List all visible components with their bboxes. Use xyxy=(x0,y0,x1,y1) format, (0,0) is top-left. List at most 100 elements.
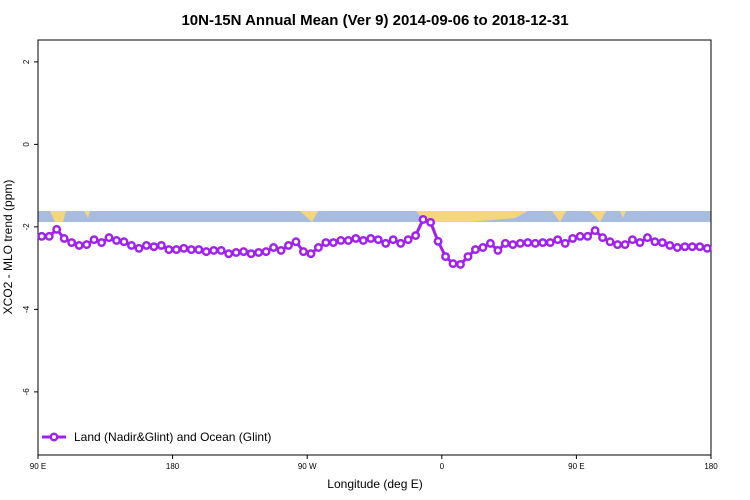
data-point xyxy=(239,247,249,257)
data-point xyxy=(456,259,465,269)
data-point xyxy=(313,243,323,252)
data-point xyxy=(366,233,376,243)
data-point xyxy=(141,240,151,250)
data-point xyxy=(575,231,585,241)
x-axis-label: Longitude (deg E) xyxy=(327,477,422,491)
data-point xyxy=(89,235,99,245)
data-point xyxy=(179,243,189,253)
data-point xyxy=(605,237,615,247)
data-point xyxy=(336,236,346,245)
land-ocean-strip xyxy=(38,211,711,222)
data-point xyxy=(351,233,361,243)
data-point xyxy=(515,238,525,248)
data-point xyxy=(628,235,637,245)
data-point xyxy=(156,240,166,250)
data-point xyxy=(328,238,338,247)
data-point xyxy=(463,252,473,262)
x-tick-label: 180 xyxy=(166,462,180,471)
data-point xyxy=(687,242,697,252)
x-tick-label: 90 E xyxy=(30,462,46,471)
x-tick-label: 180 xyxy=(704,462,718,471)
data-point xyxy=(299,247,308,257)
data-point xyxy=(642,233,652,243)
data-point xyxy=(201,247,211,257)
data-point xyxy=(321,238,331,247)
data-point xyxy=(52,224,62,234)
data-point xyxy=(471,245,480,255)
data-point xyxy=(37,231,47,241)
data-point xyxy=(680,242,690,252)
data-point xyxy=(306,249,316,259)
data-point xyxy=(164,245,174,255)
data-point xyxy=(448,259,458,269)
x-tick-label: 0 xyxy=(440,462,445,471)
data-point xyxy=(67,238,77,247)
data-point xyxy=(134,243,144,253)
data-point xyxy=(530,238,540,248)
data-point xyxy=(276,245,286,255)
data-point xyxy=(388,235,398,245)
data-point xyxy=(74,240,84,250)
x-tick-label: 90 E xyxy=(568,462,584,471)
data-point xyxy=(441,252,450,262)
data-point xyxy=(485,238,495,248)
data-point xyxy=(418,214,428,224)
data-point xyxy=(598,233,608,243)
y-tick-label: 2 xyxy=(22,59,31,64)
y-tick-label: -2 xyxy=(22,223,31,231)
data-point xyxy=(373,235,383,245)
data-point xyxy=(284,240,293,250)
y-tick-label: 0 xyxy=(22,142,31,147)
data-point xyxy=(702,243,712,253)
data-point xyxy=(269,243,278,252)
data-point xyxy=(478,243,488,252)
data-point xyxy=(119,237,129,247)
data-point xyxy=(635,238,645,247)
data-point xyxy=(59,233,69,243)
legend-label: Land (Nadir&Glint) and Ocean (Glint) xyxy=(74,430,271,444)
chart-title: 10N-15N Annual Mean (Ver 9) 2014-09-06 t… xyxy=(181,12,568,29)
data-point xyxy=(560,238,570,248)
data-point xyxy=(426,217,436,227)
data-point xyxy=(381,238,391,248)
data-point xyxy=(194,245,204,255)
data-point xyxy=(149,242,159,252)
data-point xyxy=(508,240,518,250)
data-point xyxy=(104,233,114,243)
data-point xyxy=(493,245,503,255)
data-point xyxy=(538,238,548,247)
y-tick-label: -6 xyxy=(22,388,31,396)
data-point xyxy=(672,243,682,252)
data-point xyxy=(545,238,555,247)
x-tick-label: 90 W xyxy=(298,462,317,471)
data-point xyxy=(650,237,660,247)
data-point xyxy=(657,238,667,247)
data-point xyxy=(343,236,353,245)
y-tick-label: -4 xyxy=(22,305,31,313)
data-point xyxy=(216,245,226,255)
data-point xyxy=(171,245,181,255)
data-point xyxy=(246,249,256,259)
data-point xyxy=(523,238,533,247)
data-point xyxy=(127,240,136,250)
data-point xyxy=(209,245,219,255)
data-point xyxy=(291,237,301,247)
data-point xyxy=(97,238,107,247)
data-point xyxy=(695,242,705,252)
data-point xyxy=(112,236,121,245)
data-point xyxy=(583,231,593,241)
data-point xyxy=(500,238,510,248)
data-point xyxy=(44,231,54,241)
y-axis-label: XCO2 - MLO trend (ppm) xyxy=(1,180,15,315)
data-point xyxy=(82,240,92,250)
data-point xyxy=(568,233,578,243)
data-point xyxy=(396,238,406,248)
data-point xyxy=(433,236,443,246)
data-point xyxy=(613,240,622,250)
data-point xyxy=(620,240,630,250)
data-point xyxy=(590,226,600,236)
data-point xyxy=(358,236,368,245)
data-point xyxy=(186,245,196,255)
data-point xyxy=(224,249,234,259)
